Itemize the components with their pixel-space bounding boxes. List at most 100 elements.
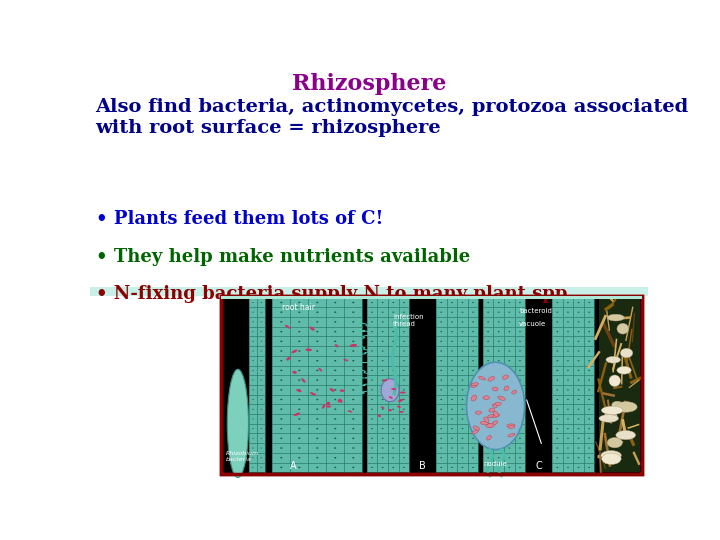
Text: infection
thread: infection thread bbox=[393, 314, 423, 327]
Ellipse shape bbox=[621, 348, 633, 357]
Circle shape bbox=[472, 428, 474, 429]
Circle shape bbox=[316, 408, 318, 410]
Circle shape bbox=[462, 399, 463, 400]
Ellipse shape bbox=[480, 421, 489, 425]
Circle shape bbox=[372, 418, 373, 420]
Circle shape bbox=[441, 389, 442, 390]
Circle shape bbox=[441, 312, 442, 313]
Ellipse shape bbox=[504, 386, 509, 391]
Circle shape bbox=[472, 302, 474, 303]
Circle shape bbox=[498, 457, 500, 458]
Bar bbox=[249, 298, 266, 472]
Circle shape bbox=[372, 467, 373, 468]
Circle shape bbox=[334, 302, 336, 303]
Circle shape bbox=[472, 418, 474, 420]
Circle shape bbox=[392, 331, 394, 332]
Circle shape bbox=[487, 428, 489, 429]
Ellipse shape bbox=[400, 392, 406, 394]
Circle shape bbox=[577, 457, 580, 458]
Circle shape bbox=[352, 379, 354, 381]
Circle shape bbox=[567, 389, 569, 390]
Circle shape bbox=[372, 302, 373, 303]
Circle shape bbox=[382, 428, 384, 429]
Ellipse shape bbox=[467, 362, 525, 450]
Circle shape bbox=[252, 341, 253, 342]
Ellipse shape bbox=[487, 415, 493, 418]
Circle shape bbox=[252, 380, 253, 381]
Circle shape bbox=[557, 399, 558, 400]
Circle shape bbox=[508, 331, 510, 332]
Circle shape bbox=[382, 341, 384, 342]
Circle shape bbox=[352, 321, 354, 323]
Circle shape bbox=[557, 321, 558, 322]
Circle shape bbox=[392, 370, 394, 371]
Circle shape bbox=[519, 321, 521, 322]
Circle shape bbox=[252, 331, 253, 332]
Ellipse shape bbox=[492, 404, 498, 407]
Circle shape bbox=[352, 457, 354, 458]
Circle shape bbox=[462, 409, 463, 410]
Ellipse shape bbox=[310, 392, 316, 395]
Circle shape bbox=[392, 467, 394, 468]
Circle shape bbox=[261, 370, 262, 371]
Circle shape bbox=[441, 418, 442, 420]
Circle shape bbox=[451, 321, 453, 322]
Circle shape bbox=[372, 350, 373, 352]
Circle shape bbox=[498, 321, 500, 322]
Circle shape bbox=[577, 312, 580, 313]
Circle shape bbox=[451, 399, 453, 400]
Circle shape bbox=[261, 380, 262, 381]
Ellipse shape bbox=[228, 369, 248, 477]
Ellipse shape bbox=[287, 357, 290, 361]
Circle shape bbox=[252, 448, 253, 449]
Circle shape bbox=[508, 380, 510, 381]
Circle shape bbox=[316, 321, 318, 323]
Circle shape bbox=[472, 370, 474, 371]
Circle shape bbox=[588, 457, 590, 458]
Ellipse shape bbox=[292, 371, 297, 374]
Ellipse shape bbox=[617, 323, 629, 334]
Circle shape bbox=[441, 380, 442, 381]
Circle shape bbox=[261, 418, 262, 420]
Circle shape bbox=[280, 428, 282, 429]
Circle shape bbox=[462, 350, 463, 352]
Circle shape bbox=[462, 467, 463, 468]
Circle shape bbox=[372, 448, 373, 449]
Circle shape bbox=[462, 331, 463, 332]
Circle shape bbox=[392, 380, 394, 381]
Circle shape bbox=[567, 360, 569, 361]
Circle shape bbox=[588, 302, 590, 303]
Circle shape bbox=[557, 467, 558, 468]
Ellipse shape bbox=[604, 411, 617, 422]
Circle shape bbox=[462, 389, 463, 390]
Circle shape bbox=[316, 379, 318, 381]
Circle shape bbox=[392, 321, 394, 322]
Circle shape bbox=[519, 389, 521, 390]
Ellipse shape bbox=[349, 344, 357, 347]
Circle shape bbox=[519, 409, 521, 410]
Circle shape bbox=[298, 457, 300, 458]
Ellipse shape bbox=[472, 430, 479, 434]
Ellipse shape bbox=[486, 423, 494, 428]
Circle shape bbox=[487, 360, 489, 361]
Circle shape bbox=[280, 418, 282, 420]
Ellipse shape bbox=[378, 414, 381, 417]
Ellipse shape bbox=[325, 406, 331, 408]
Circle shape bbox=[403, 457, 405, 458]
Circle shape bbox=[519, 331, 521, 332]
Circle shape bbox=[334, 331, 336, 333]
Circle shape bbox=[334, 389, 336, 390]
Circle shape bbox=[557, 302, 558, 303]
Circle shape bbox=[588, 418, 590, 420]
Text: root hair: root hair bbox=[282, 302, 315, 312]
Circle shape bbox=[261, 448, 262, 449]
Circle shape bbox=[352, 428, 354, 429]
Circle shape bbox=[462, 380, 463, 381]
Circle shape bbox=[519, 370, 521, 371]
Circle shape bbox=[472, 467, 474, 468]
Circle shape bbox=[487, 302, 489, 303]
Circle shape bbox=[334, 321, 336, 323]
Ellipse shape bbox=[472, 383, 478, 386]
Circle shape bbox=[487, 389, 489, 390]
Circle shape bbox=[372, 409, 373, 410]
